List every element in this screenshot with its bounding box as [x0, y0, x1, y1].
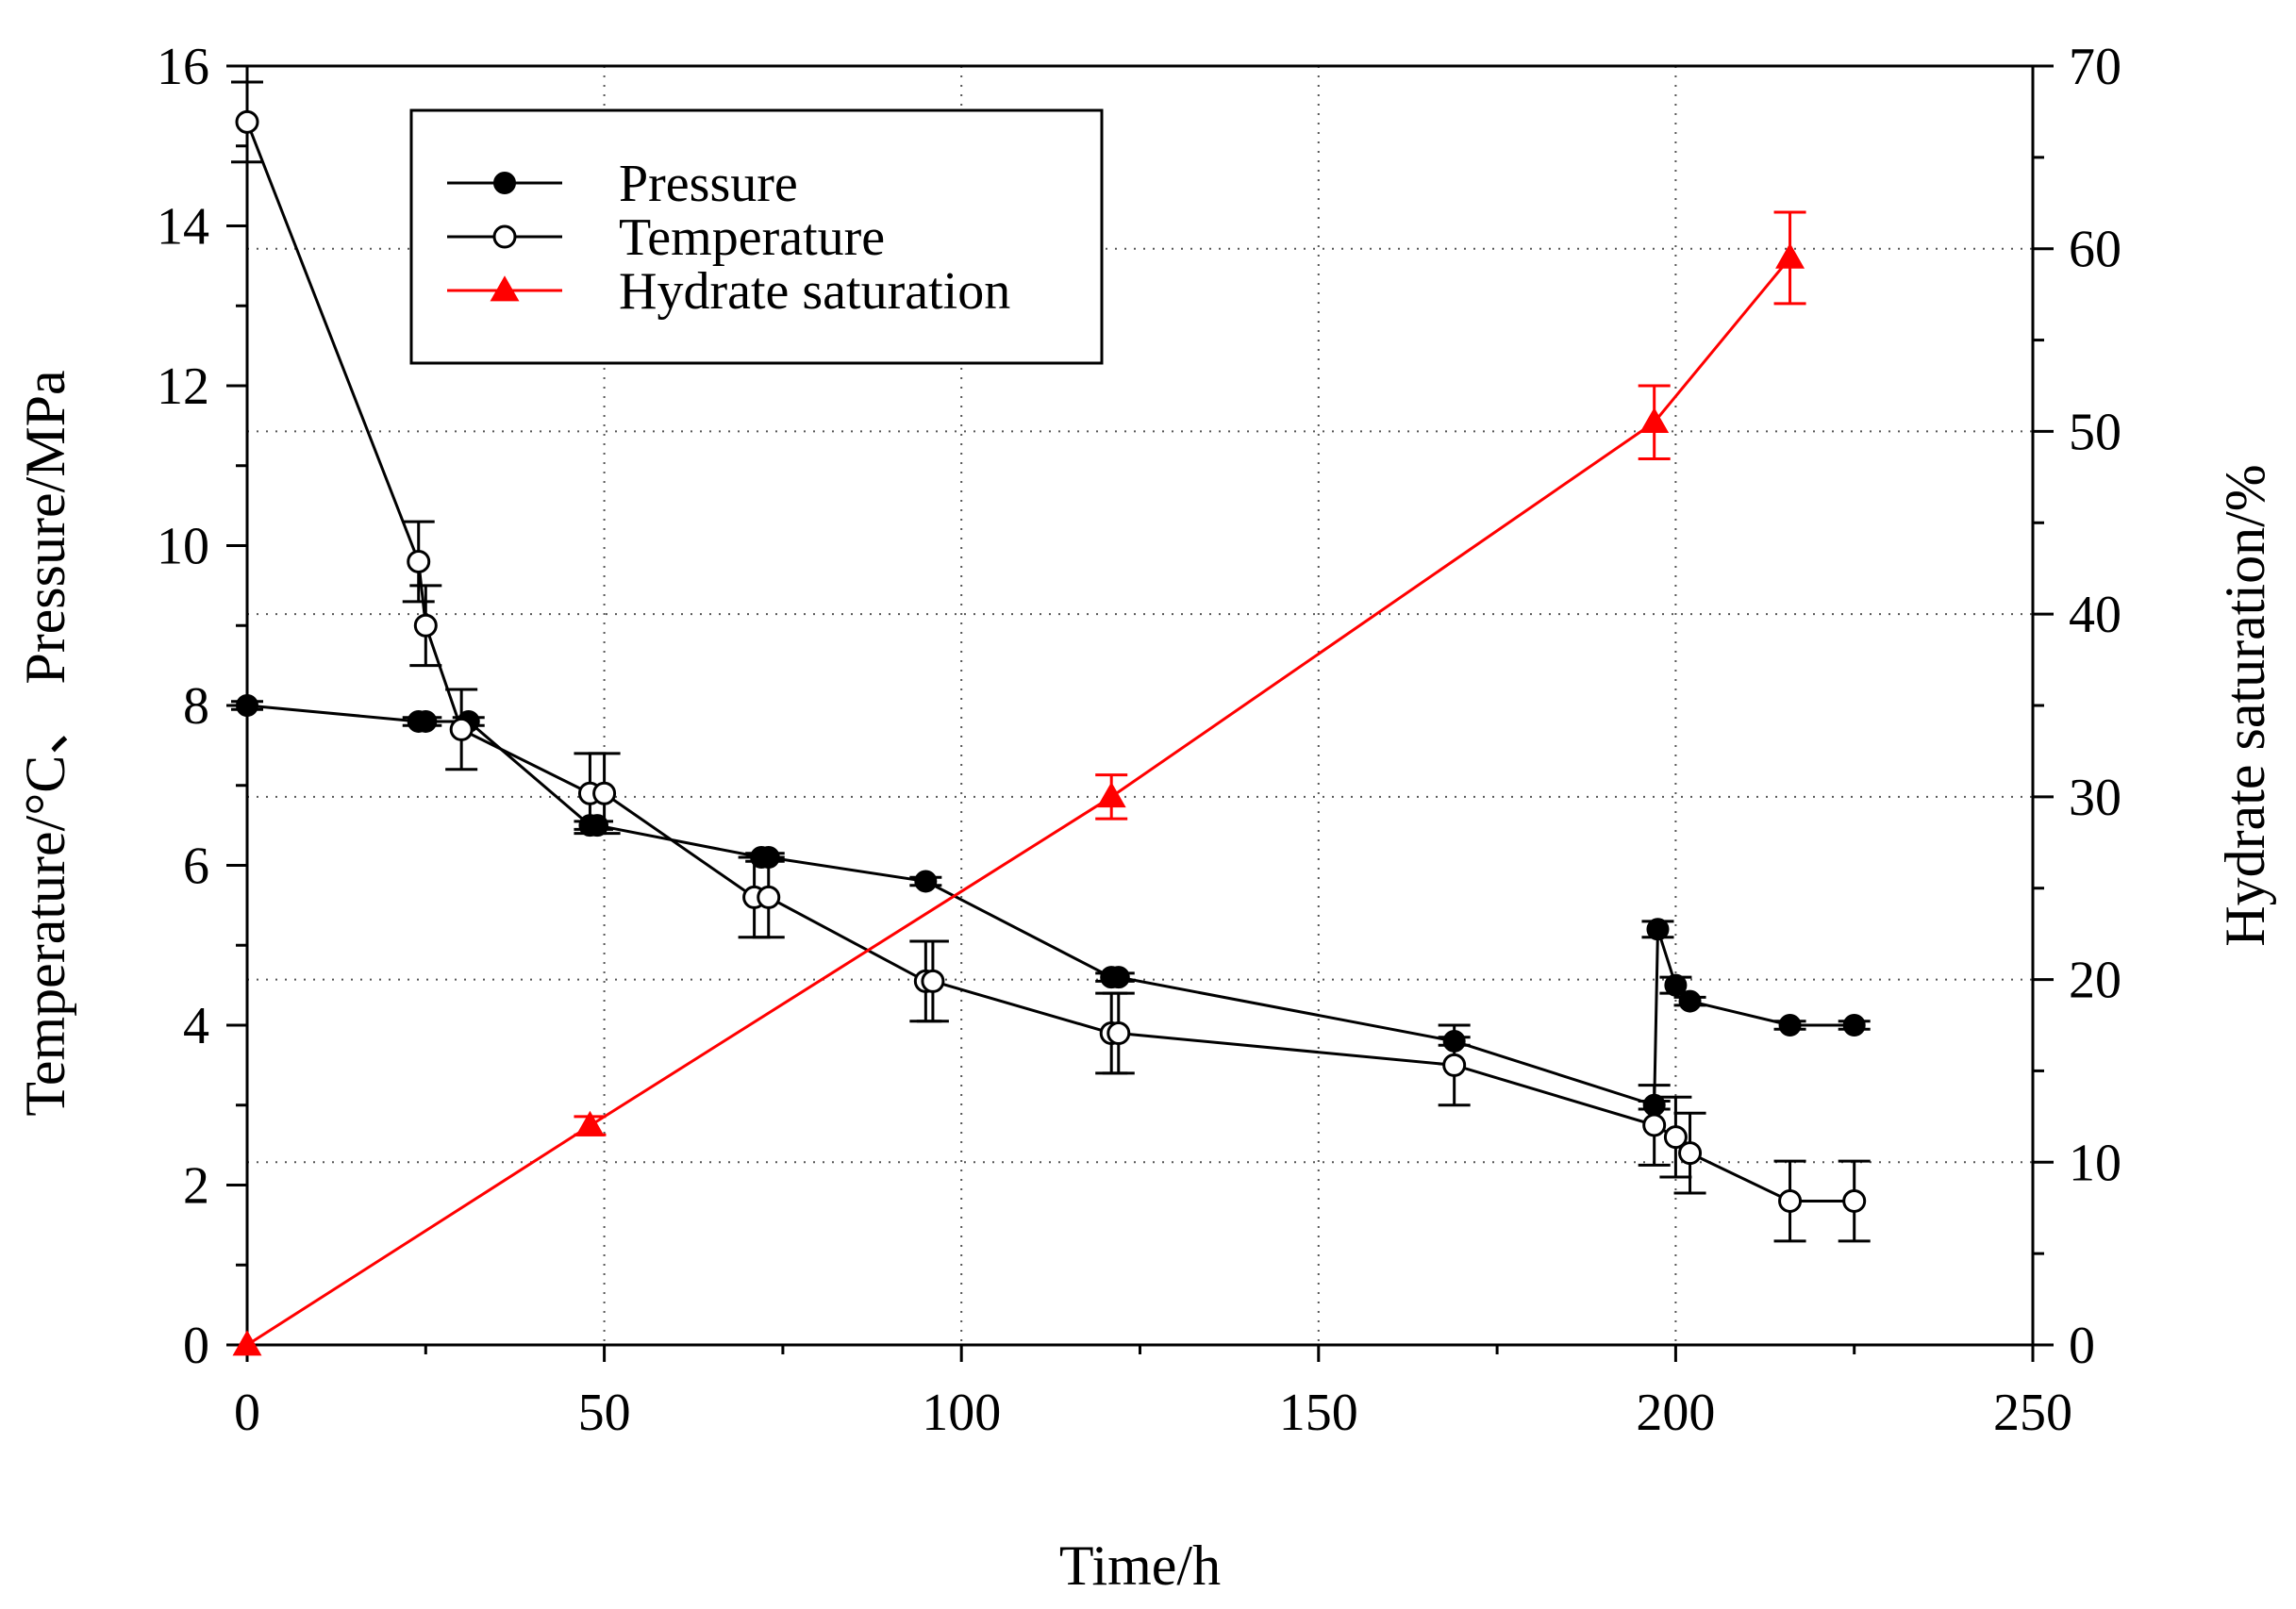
y-left-tick-label: 14 — [157, 198, 209, 257]
data-point — [407, 549, 431, 573]
data-point — [1096, 782, 1126, 808]
series-pressure — [231, 694, 1871, 1117]
data-point — [921, 969, 945, 993]
data-point — [1106, 1020, 1131, 1045]
legend-label: Temperature — [619, 208, 885, 267]
x-tick-label: 200 — [1636, 1384, 1715, 1442]
data-point — [1778, 1188, 1803, 1213]
data-point — [490, 275, 520, 302]
legend-label: Hydrate saturation — [619, 262, 1010, 321]
series-hydrate-saturation — [232, 210, 1806, 1356]
data-point — [414, 709, 438, 733]
y-left-tick-label: 16 — [157, 38, 209, 96]
y-right-tick-label: 0 — [2069, 1317, 2095, 1375]
data-point — [574, 1110, 605, 1136]
data-point — [757, 885, 781, 909]
data-point — [1639, 406, 1670, 434]
data-point — [413, 613, 438, 638]
y-right-tick-label: 40 — [2069, 586, 2121, 644]
legend-entry: Hydrate saturation — [447, 262, 1010, 321]
data-point — [1442, 1053, 1467, 1077]
series — [231, 80, 1871, 1356]
data-point — [1678, 989, 1702, 1013]
series-line — [246, 257, 1791, 1347]
data-point — [1778, 1014, 1802, 1037]
data-point — [493, 172, 516, 194]
x-axis-title: Time/h — [1059, 1534, 1221, 1597]
y-right-tick-label: 60 — [2069, 221, 2121, 279]
data-point — [1646, 918, 1670, 941]
legend-entry: Temperature — [447, 208, 885, 267]
axis-ticks: 0 50 100 150 200 250 0 2 4 6 8 10 12 14 16 0 10 20 30 40 50 6… — [157, 38, 2121, 1442]
y-left-tick-label: 2 — [183, 1157, 209, 1216]
y-axis-left-title: Temperature/°C、 Pressure/MPa — [14, 370, 76, 1116]
y-right-tick-label: 50 — [2069, 403, 2121, 461]
data-point — [492, 224, 517, 249]
legend-entry: Pressure — [447, 155, 798, 213]
x-tick-label: 250 — [1993, 1384, 2072, 1442]
series-temperature — [231, 80, 1871, 1243]
y-right-tick-label: 30 — [2069, 769, 2121, 827]
y-left-tick-label: 6 — [183, 838, 209, 896]
data-point — [1663, 1125, 1688, 1150]
y-right-tick-label: 20 — [2069, 952, 2121, 1010]
y-left-tick-label: 12 — [157, 357, 209, 416]
data-point — [1106, 966, 1130, 989]
data-point — [1842, 1188, 1867, 1213]
data-point — [236, 694, 258, 717]
data-point — [1664, 973, 1688, 997]
data-point — [586, 814, 609, 838]
data-point — [1775, 242, 1805, 269]
y-left-tick-label: 0 — [183, 1317, 209, 1375]
data-point — [1842, 1014, 1866, 1037]
legend-label: Pressure — [619, 155, 798, 213]
x-tick-label: 0 — [234, 1384, 260, 1442]
data-point — [232, 1330, 262, 1356]
y-right-tick-label: 70 — [2069, 38, 2121, 96]
data-point — [914, 870, 938, 893]
y-left-tick-label: 8 — [183, 677, 209, 736]
series-line — [246, 704, 1855, 1107]
x-tick-label: 150 — [1279, 1384, 1358, 1442]
x-tick-label: 50 — [578, 1384, 631, 1442]
y-right-tick-label: 10 — [2069, 1134, 2121, 1192]
data-point — [235, 109, 259, 134]
x-tick-label: 100 — [922, 1384, 1001, 1442]
y-axis-right-title: Hydrate saturation/% — [2214, 464, 2276, 947]
data-point — [1642, 1113, 1667, 1137]
y-left-tick-label: 10 — [157, 518, 209, 576]
data-point — [449, 717, 474, 741]
data-point — [592, 781, 617, 805]
y-left-tick-label: 4 — [183, 997, 209, 1055]
data-point — [1678, 1141, 1703, 1166]
